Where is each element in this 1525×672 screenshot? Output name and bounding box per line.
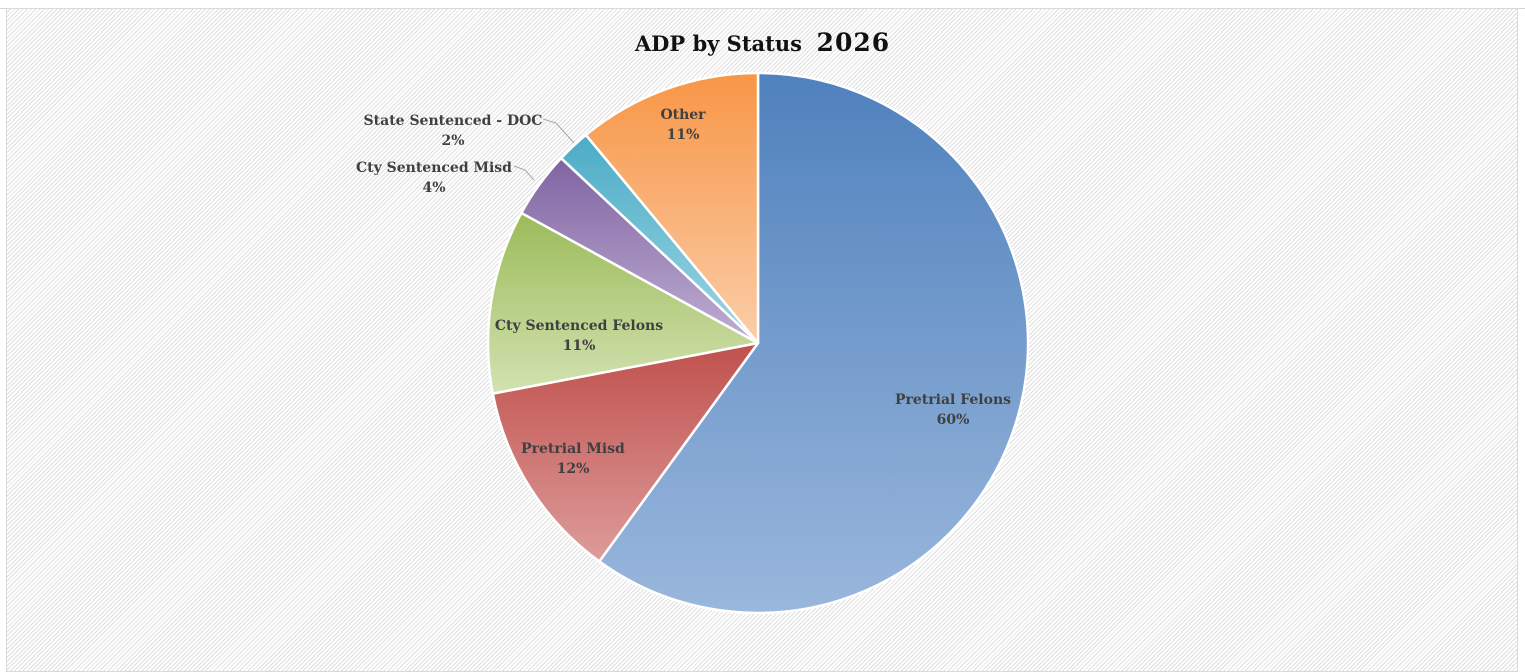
data-label-percent: 2% xyxy=(441,133,464,149)
pie-slice-pretrial-felons[interactable] xyxy=(598,71,1030,615)
pie-slices xyxy=(486,71,1030,615)
data-label-other: Other 11% xyxy=(660,107,706,143)
data-label-pretrial-felons: Pretrial Felons 60% xyxy=(895,392,1011,428)
data-label-name: Cty Sentenced Misd xyxy=(356,160,512,176)
data-label-name: Pretrial Misd xyxy=(521,441,625,457)
pie-slice-pretrial-misd[interactable] xyxy=(491,341,760,563)
chart-title-text: ADP by Status xyxy=(634,31,802,56)
data-label-percent: 11% xyxy=(563,338,596,354)
data-label-state-sentenced-doc: State Sentenced - DOC 2% xyxy=(364,113,543,149)
data-label-percent: 11% xyxy=(667,127,700,143)
data-label-name: State Sentenced - DOC xyxy=(364,113,543,129)
chart-title: ADP by Status 2026 xyxy=(0,28,1525,57)
leader-line-cty-sentenced-misd xyxy=(513,165,535,181)
data-label-name: Cty Sentenced Felons xyxy=(495,318,663,334)
data-label-percent: 12% xyxy=(557,461,590,477)
data-label-percent: 60% xyxy=(937,412,970,428)
pie-slice-cty-sentenced-felons[interactable] xyxy=(486,211,760,395)
data-label-cty-sentenced-misd: Cty Sentenced Misd 4% xyxy=(356,160,512,196)
leader-line-state-sentenced-doc xyxy=(542,118,575,144)
data-label-cty-sentenced-felons: Cty Sentenced Felons 11% xyxy=(495,318,663,354)
data-label-name: Other xyxy=(660,107,706,123)
data-label-pretrial-misd: Pretrial Misd 12% xyxy=(521,441,625,477)
data-labels: Pretrial Felons 60% Pretrial Misd 12% Cty Se… xyxy=(356,107,1011,477)
data-label-percent: 4% xyxy=(422,180,445,196)
data-label-name: Pretrial Felons xyxy=(895,392,1011,408)
chart-title-year: 2026 xyxy=(816,28,891,57)
leader-lines xyxy=(513,118,575,181)
pie-slice-other[interactable] xyxy=(584,71,760,345)
